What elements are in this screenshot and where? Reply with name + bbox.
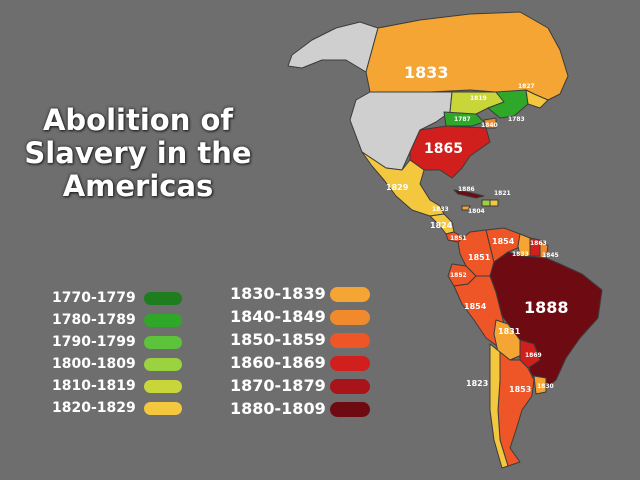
label-pennsylvania-year: 1787 [454, 116, 471, 123]
region-brazil [489, 251, 603, 391]
label-chile-year: 1823 [466, 379, 488, 388]
label-canada-year: 1833 [404, 63, 449, 82]
legend-label: 1810-1819 [52, 378, 136, 394]
label-mexico-year: 1829 [386, 183, 409, 192]
region-puerto-rico [489, 199, 499, 207]
region-alaska [287, 21, 379, 73]
legend-swatch [144, 358, 182, 371]
legend-swatch [330, 356, 370, 371]
legend-label: 1770-1779 [52, 290, 136, 306]
legend-swatch [144, 380, 182, 393]
label-maritimes-year: 1827 [518, 83, 535, 90]
label-uruguay-year: 1830 [537, 383, 554, 390]
label-peru-year: 1854 [464, 302, 487, 311]
label-ecuador-year: 1852 [450, 272, 467, 279]
label-guyana-year: 1833 [512, 251, 529, 258]
legend-label: 1830-1839 [230, 284, 326, 303]
label-southern-us-year: 1865 [424, 141, 463, 157]
region-cuba [453, 189, 485, 199]
label-central-america-year: 1824 [430, 221, 453, 230]
legend-label: 1800-1809 [52, 356, 136, 372]
label-new-england-year: 1783 [508, 116, 525, 123]
region-chile [489, 343, 509, 469]
legend-label: 1840-1849 [230, 307, 326, 326]
label-panama-year: 1851 [450, 235, 467, 242]
legend-label: 1870-1879 [230, 376, 326, 395]
region-jamaica [461, 205, 471, 211]
region-mexico [361, 151, 445, 217]
legend-swatch [330, 402, 370, 417]
legend-label: 1880-1809 [230, 399, 326, 418]
legend-swatch [144, 314, 182, 327]
title-line-2: Slavery in the [24, 136, 252, 170]
legend-swatch [330, 379, 370, 394]
legend-label: 1820-1829 [52, 400, 136, 416]
region-venezuela [485, 227, 523, 263]
legend-swatch [330, 310, 370, 325]
label-jamaica-year: 1833 [432, 206, 449, 213]
label-suriname-year: 1863 [530, 240, 547, 247]
region-canada [365, 11, 569, 101]
label-cuba-year: 1886 [458, 186, 475, 193]
region-new-jersey [483, 117, 497, 129]
legend-swatch [144, 336, 182, 349]
label-venezuela-year: 1854 [492, 237, 515, 246]
map-title: Abolition of Slavery in the Americas [18, 104, 258, 203]
title-line-1: Abolition of [42, 103, 233, 137]
label-french-guiana-year: 1845 [542, 252, 559, 259]
legend-swatch [144, 402, 182, 415]
legend-label: 1860-1869 [230, 353, 326, 372]
label-colombia-year: 1851 [468, 253, 491, 262]
region-maritimes [525, 89, 549, 109]
label-argentina-year: 1853 [509, 385, 531, 394]
label-haiti-year: 1804 [468, 208, 485, 215]
legend-swatch [330, 333, 370, 348]
region-paraguay [519, 339, 541, 369]
label-paraguay-year: 1869 [525, 352, 542, 359]
label-new-jersey-year: 1840 [481, 122, 498, 129]
label-puerto-rico-year: 1821 [494, 190, 511, 197]
legend-swatch [330, 287, 370, 302]
region-haiti [481, 199, 491, 207]
legend-swatch [144, 292, 182, 305]
region-bolivia [493, 319, 525, 361]
region-uruguay [533, 375, 547, 395]
region-southern-us [409, 125, 491, 179]
label-brazil-year: 1888 [524, 298, 569, 317]
label-northern-us-year: 1819 [470, 95, 487, 102]
title-line-3: Americas [62, 169, 214, 203]
region-pennsylvania [443, 111, 485, 127]
legend-label: 1780-1789 [52, 312, 136, 328]
label-bolivia-year: 1831 [498, 327, 521, 336]
region-argentina [497, 351, 535, 467]
legend-label: 1790-1799 [52, 334, 136, 350]
legend-label: 1850-1859 [230, 330, 326, 349]
